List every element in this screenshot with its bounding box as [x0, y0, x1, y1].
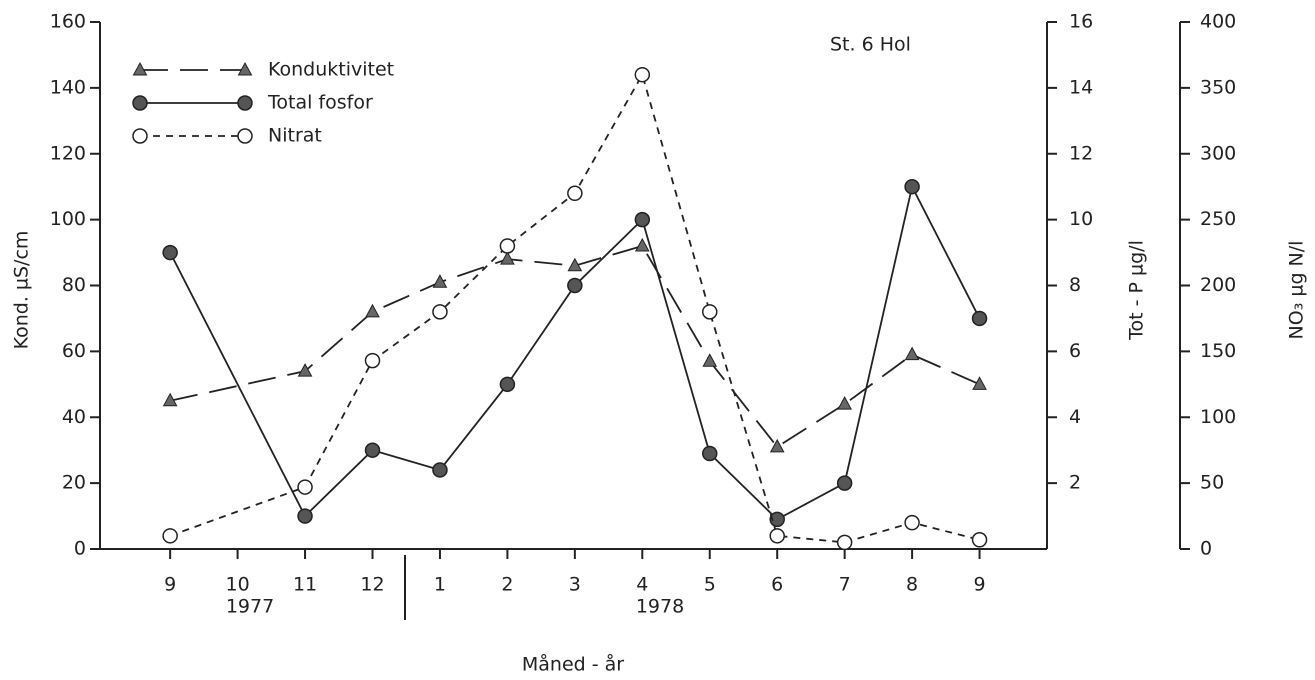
y3-tick-label: 350 — [1200, 76, 1236, 98]
legend-marker — [132, 95, 148, 111]
x-tick-label: 12 — [360, 574, 384, 596]
y2-tick-label: 10 — [1069, 208, 1093, 230]
data-point — [432, 304, 448, 320]
data-point — [904, 178, 920, 195]
data-point — [432, 462, 448, 478]
x-tick-label: 9 — [974, 574, 986, 596]
x-tick-label: 8 — [906, 574, 918, 596]
y-tick-label: 40 — [62, 406, 86, 428]
legend-marker — [237, 95, 253, 111]
y3-tick-label: 250 — [1200, 208, 1236, 230]
y-tick-label: 120 — [50, 142, 86, 164]
y3-tick-label: 300 — [1200, 142, 1236, 164]
y-tick-label: 100 — [50, 208, 86, 230]
chart-title: St. 6 Hol — [830, 34, 911, 56]
data-point — [701, 445, 718, 462]
y3-tick-label: 400 — [1200, 11, 1236, 33]
data-point — [499, 376, 516, 393]
y2-axis-label: Tot - P µg/l — [1126, 240, 1148, 341]
data-point — [634, 66, 651, 83]
x-tick-label: 6 — [771, 574, 783, 596]
data-point — [500, 251, 515, 265]
x-tick-label: 11 — [293, 574, 317, 596]
data-point — [836, 534, 853, 551]
data-point — [769, 511, 785, 528]
legend-marker — [237, 128, 253, 144]
data-point — [634, 237, 650, 252]
data-point — [365, 303, 380, 318]
data-point — [904, 514, 920, 531]
legend-label: Nitrat — [268, 125, 322, 147]
x-tick-label: 3 — [569, 574, 581, 596]
legend-marker — [132, 128, 148, 144]
y2-tick-label: 14 — [1069, 76, 1093, 98]
y2-tick-label: 6 — [1069, 340, 1081, 362]
y-tick-label: 20 — [62, 472, 86, 494]
x-tick-label: 9 — [164, 574, 176, 596]
data-point — [567, 277, 583, 294]
legend-label: Konduktivitet — [268, 59, 394, 81]
y3-tick-label: 200 — [1200, 274, 1236, 296]
data-point — [567, 185, 583, 202]
x-tick-label: 4 — [636, 574, 648, 596]
data-point — [162, 528, 178, 544]
data-point — [364, 352, 381, 369]
data-point — [972, 376, 987, 390]
y3-tick-label: 0 — [1200, 538, 1212, 560]
series-line — [169, 184, 981, 521]
x-tick-label: 10 — [226, 574, 250, 596]
data-point — [297, 479, 313, 495]
data-point — [971, 532, 988, 548]
y-tick-label: 60 — [62, 340, 86, 362]
data-point — [837, 396, 852, 410]
y-tick-label: 140 — [50, 76, 86, 98]
data-point — [432, 274, 448, 288]
y2-tick-label: 2 — [1069, 472, 1081, 494]
legend-marker — [237, 61, 253, 76]
year-label: 1977 — [226, 596, 274, 618]
data-point — [162, 392, 178, 407]
data-point — [567, 257, 583, 272]
y2-tick-label: 4 — [1069, 406, 1081, 428]
y2-tick-label: 8 — [1069, 274, 1081, 296]
data-point — [836, 475, 853, 491]
y-axis-label: Kond. µS/cm — [11, 231, 33, 350]
data-point — [769, 438, 785, 453]
x-tick-label: 7 — [839, 574, 851, 596]
series-line — [169, 72, 980, 544]
data-point — [297, 508, 313, 524]
x-tick-label: 2 — [501, 574, 513, 596]
data-point — [364, 442, 381, 458]
x-tick-label: 5 — [704, 574, 716, 596]
data-point — [499, 238, 516, 254]
legend-marker — [132, 61, 148, 76]
y-tick-label: 80 — [62, 274, 86, 296]
data-point — [702, 353, 718, 367]
data-point — [769, 528, 785, 544]
year-label: 1978 — [636, 596, 684, 618]
legend-label: Total fosfor — [267, 92, 373, 114]
data-point — [297, 363, 313, 377]
y2-tick-label: 16 — [1069, 11, 1093, 33]
y-tick-label: 0 — [74, 538, 86, 560]
y3-tick-label: 100 — [1200, 406, 1236, 428]
y3-tick-label: 50 — [1200, 472, 1224, 494]
data-point — [162, 244, 178, 261]
y-tick-label: 160 — [50, 11, 86, 33]
data-point — [701, 304, 718, 320]
x-tick-label: 1 — [434, 574, 446, 596]
data-point — [904, 346, 920, 361]
y3-tick-label: 150 — [1200, 340, 1236, 362]
y2-tick-label: 12 — [1069, 142, 1093, 164]
series-line — [169, 244, 980, 449]
y3-axis-label: NO₃ µg N/l — [1286, 241, 1308, 340]
x-axis-label: Måned - år — [522, 653, 624, 676]
data-point — [971, 310, 988, 327]
data-point — [634, 211, 651, 228]
